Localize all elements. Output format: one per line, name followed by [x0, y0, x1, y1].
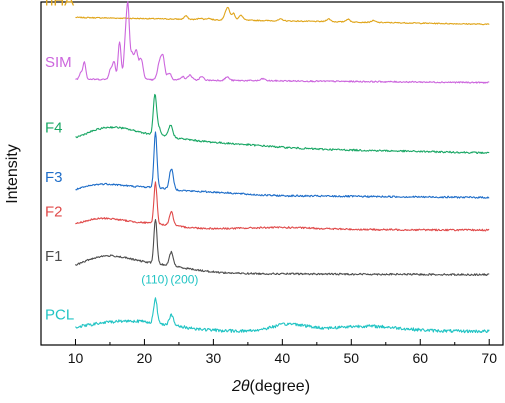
series-labels: nHA SIM F4 F3 F2 F1 PCL [45, 0, 74, 323]
x-axis-symbol: 2θ [231, 378, 250, 395]
peak-annotation: (200) [170, 272, 198, 286]
series-label-f1: F1 [45, 248, 63, 265]
series-label-pcl: PCL [45, 306, 74, 323]
x-tick-label: 60 [412, 350, 428, 366]
x-axis-title: 2θ(degree) [231, 378, 310, 395]
x-tick-label: 40 [275, 350, 291, 366]
peak-annotation: (110) [141, 272, 168, 286]
y-axis-title: Intensity [4, 144, 21, 204]
series-label-f3: F3 [45, 169, 63, 186]
plot-frame [40, 1, 504, 346]
series-label-f2: F2 [45, 203, 63, 220]
x-ticks: 10 20 30 40 50 60 70 [68, 339, 497, 366]
x-tick-label: 30 [206, 350, 222, 366]
series-label-nha: nHA [45, 0, 74, 9]
x-tick-label: 20 [137, 350, 153, 366]
series-label-sim: SIM [45, 54, 72, 71]
x-axis-unit: (degree) [250, 378, 310, 395]
series-line-f2 [75, 181, 490, 232]
series-line-nha [75, 6, 490, 26]
annotations: (110) (200) [141, 272, 198, 286]
series-label-f4: F4 [45, 119, 63, 136]
x-tick-label: 10 [68, 350, 84, 366]
series-line-sim [75, 1, 490, 84]
x-tick-label: 70 [481, 350, 497, 366]
x-tick-label: 50 [344, 350, 360, 366]
series-line-pcl [75, 297, 490, 334]
series-layer [75, 1, 490, 334]
series-line-f4 [75, 93, 490, 155]
series-line-f1 [75, 219, 490, 276]
series-line-f3 [75, 131, 490, 199]
